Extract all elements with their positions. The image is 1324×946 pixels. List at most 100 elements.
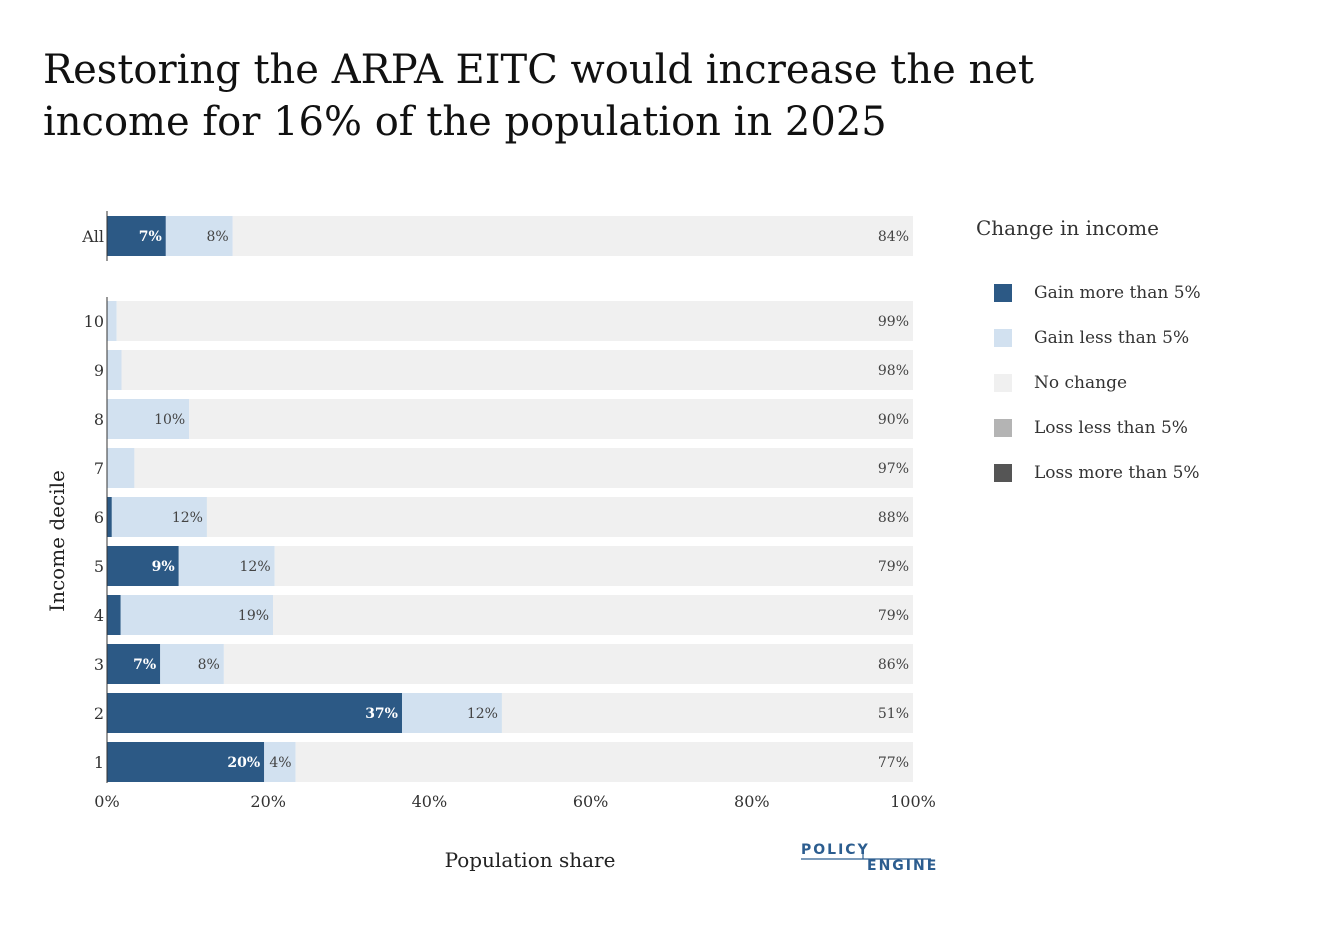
y-tick-label-5: 5 — [94, 557, 104, 576]
bar-6-series-2 — [206, 497, 914, 537]
x-tick-label-1: 20% — [250, 792, 286, 811]
y-tick-label-1: 1 — [94, 753, 104, 772]
legend-label: Gain more than 5% — [1034, 282, 1201, 303]
y-axis-title: Income decile — [45, 470, 69, 612]
legend-swatch — [994, 283, 1012, 302]
bar-8-series-1 — [107, 399, 190, 439]
bar-1-series-0 — [107, 742, 265, 782]
bar-label-2-series-1: 12% — [467, 706, 498, 722]
bar-2-series-1 — [401, 693, 502, 733]
bar-label-6-series-1: 12% — [172, 510, 203, 526]
bar-label-2-series-2: 51% — [878, 706, 909, 722]
bar-4-series-2 — [273, 595, 913, 635]
bar-label-All-series-1: 8% — [207, 229, 229, 245]
bar-label-1-series-2: 77% — [878, 755, 909, 771]
bar-label-3-series-2: 86% — [878, 657, 909, 673]
bar-layer — [107, 216, 914, 782]
bar-3-series-0 — [107, 644, 161, 684]
bar-6-series-0 — [107, 497, 112, 537]
x-tick-label-4: 80% — [734, 792, 770, 811]
bar-All-series-2 — [232, 216, 914, 256]
bar-label-1-series-0: 20% — [227, 755, 260, 771]
logo-line-2: ENGINE — [867, 858, 939, 874]
bar-label-4-series-2: 79% — [878, 608, 909, 624]
bar-label-1-series-1: 4% — [269, 755, 291, 771]
legend-label: No change — [1034, 372, 1128, 393]
bar-2-series-2 — [501, 693, 913, 733]
bar-9-series-1 — [107, 350, 122, 390]
bar-7-series-2 — [134, 448, 914, 488]
legend-swatch — [994, 418, 1012, 437]
legend-item[interactable]: Loss less than 5% — [976, 405, 1201, 450]
bar-6-series-1 — [111, 497, 207, 537]
legend-title: Change in income — [976, 216, 1159, 240]
bar-label-2-series-0: 37% — [365, 706, 398, 722]
logo-bracket-lines — [801, 851, 931, 860]
y-tick-label-2: 2 — [94, 704, 104, 723]
chart-title: Restoring the ARPA EITC would increase t… — [43, 44, 1143, 148]
x-axis-title: Population share — [445, 848, 616, 872]
chart-title-line-1: Restoring the ARPA EITC would increase t… — [43, 47, 1034, 93]
bar-label-10-series-2: 99% — [878, 314, 909, 330]
y-tick-label-All: All — [81, 227, 104, 246]
legend-swatch — [994, 373, 1012, 392]
bar-label-5-series-1: 12% — [240, 559, 271, 575]
y-tick-label-8: 8 — [94, 410, 104, 429]
bar-10-series-2 — [116, 301, 913, 341]
label-layer: 7% 8% 84% 99% 98% 10% 90% 97% 12% 88% 9% 12% 79% 19% 7… — [133, 229, 909, 771]
legend-label: Gain less than 5% — [1034, 327, 1190, 348]
x-tick-label-2: 40% — [412, 792, 448, 811]
bar-5-series-0 — [107, 546, 179, 586]
bar-4-series-0 — [107, 595, 121, 635]
bar-8-series-2 — [189, 399, 913, 439]
y-tick-label-4: 4 — [94, 606, 104, 625]
bar-1-series-2 — [295, 742, 913, 782]
bar-label-5-series-2: 79% — [878, 559, 909, 575]
bar-label-8-series-1: 10% — [154, 412, 185, 428]
y-tick-label-3: 3 — [94, 655, 104, 674]
legend-label: Loss less than 5% — [1034, 417, 1188, 438]
bar-label-7-series-2: 97% — [878, 461, 909, 477]
y-tick-label-7: 7 — [94, 459, 104, 478]
legend-label: Loss more than 5% — [1034, 462, 1200, 483]
bar-7-series-1 — [107, 448, 135, 488]
legend: Change in income Gain more than 5% Gain l… — [976, 216, 1201, 495]
bar-label-3-series-0: 7% — [133, 657, 156, 673]
legend-swatch — [994, 463, 1012, 482]
policyengine-logo: POLICY ENGINE — [801, 842, 938, 874]
bar-3-series-1 — [160, 644, 224, 684]
bar-10-series-1 — [107, 301, 117, 341]
x-tick-label-5: 100% — [890, 792, 936, 811]
legend-item[interactable]: Loss more than 5% — [976, 450, 1201, 495]
x-tick-label-3: 60% — [573, 792, 609, 811]
bar-3-series-2 — [223, 644, 913, 684]
y-tick-label-9: 9 — [94, 361, 104, 380]
bar-label-All-series-2: 84% — [878, 229, 909, 245]
legend-item[interactable]: No change — [976, 360, 1201, 405]
x-tick-label-0: 0% — [94, 792, 119, 811]
bar-All-series-0 — [107, 216, 166, 256]
legend-item[interactable]: Gain more than 5% — [976, 270, 1201, 315]
legend-swatch — [994, 328, 1012, 347]
bar-2-series-0 — [107, 693, 402, 733]
bar-5-series-1 — [178, 546, 275, 586]
bar-label-All-series-0: 7% — [139, 229, 162, 245]
legend-item[interactable]: Gain less than 5% — [976, 315, 1201, 360]
bar-1-series-1 — [264, 742, 296, 782]
y-tick-label-10: 10 — [84, 312, 104, 331]
bar-All-series-1 — [165, 216, 233, 256]
legend-items: Gain more than 5% Gain less than 5% No cha… — [976, 270, 1201, 495]
bar-5-series-2 — [274, 546, 913, 586]
logo-line-1: POLICY — [801, 842, 870, 858]
bar-9-series-2 — [121, 350, 914, 390]
bar-label-8-series-2: 90% — [878, 412, 909, 428]
bar-label-3-series-1: 8% — [198, 657, 220, 673]
bar-4-series-1 — [120, 595, 274, 635]
bar-label-9-series-2: 98% — [878, 363, 909, 379]
bar-label-4-series-1: 19% — [238, 608, 269, 624]
chart-title-line-2: income for 16% of the population in 2025 — [43, 99, 887, 145]
bar-label-6-series-2: 88% — [878, 510, 909, 526]
bar-label-5-series-0: 9% — [152, 559, 175, 575]
